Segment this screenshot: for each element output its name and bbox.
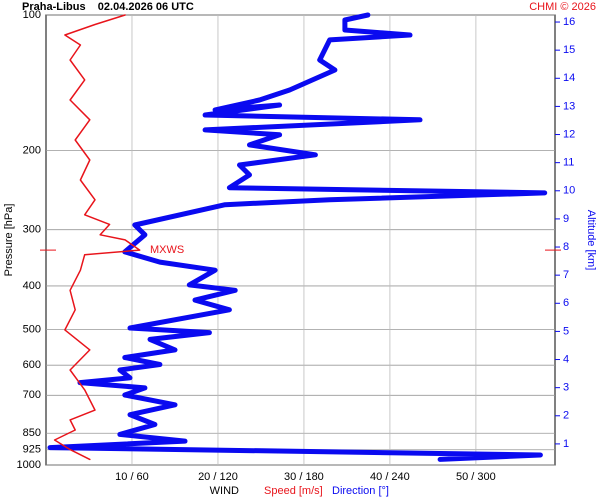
y2-tick-label: 13 — [563, 100, 575, 112]
y-tick-label: 200 — [23, 144, 41, 156]
y2-axis-label: Altitude [km] — [585, 210, 597, 271]
y2-tick-label: 4 — [563, 353, 569, 365]
speed-line — [53, 14, 141, 461]
y2-tick-label: 14 — [563, 72, 575, 84]
y2-tick-label: 11 — [563, 157, 574, 169]
y2-tick-label: 3 — [563, 382, 569, 394]
mxws-label: MXWS — [150, 244, 184, 256]
y-tick-label: 500 — [23, 323, 41, 335]
y2-tick-label: 9 — [563, 213, 569, 225]
x-axis-label: WIND — [210, 485, 239, 497]
y2-tick-label: 15 — [563, 44, 575, 56]
y2-tick-label: 8 — [563, 241, 569, 253]
y-tick-label: 600 — [23, 359, 41, 371]
legend-label: Direction [°] — [332, 485, 389, 497]
y2-tick-label: 2 — [563, 410, 569, 422]
y-axis-label: Pressure [hPa] — [3, 204, 15, 277]
y2-tick-label: 1 — [563, 438, 569, 450]
y2-tick-label: 12 — [563, 128, 575, 140]
y2-tick-label: 16 — [563, 16, 575, 28]
y-tick-label: 300 — [23, 224, 41, 236]
direction-line — [47, 12, 548, 462]
y-tick-label: 400 — [23, 280, 41, 292]
x-tick-label: 20 / 120 — [198, 471, 238, 483]
y-tick-label: 100 — [23, 9, 41, 21]
copyright: CHMI © 2026 — [529, 1, 596, 13]
y2-tick-label: 6 — [563, 297, 569, 309]
y2-tick-label: 10 — [563, 185, 575, 197]
x-tick-label: 30 / 180 — [284, 471, 324, 483]
y-tick-label: 925 — [23, 444, 41, 456]
y2-tick-label: 7 — [563, 269, 569, 281]
y-tick-label: 850 — [23, 427, 41, 439]
y-tick-label: 700 — [23, 389, 41, 401]
x-tick-label: 50 / 300 — [456, 471, 496, 483]
x-tick-label: 40 / 240 — [370, 471, 410, 483]
y2-tick-label: 5 — [563, 325, 569, 337]
y-tick-label: 1000 — [17, 459, 41, 471]
legend-label: Speed [m/s] — [264, 485, 323, 497]
x-tick-label: 10 / 60 — [115, 471, 149, 483]
chart-title: Praha-Libus 02.04.2026 06 UTC — [22, 1, 194, 13]
